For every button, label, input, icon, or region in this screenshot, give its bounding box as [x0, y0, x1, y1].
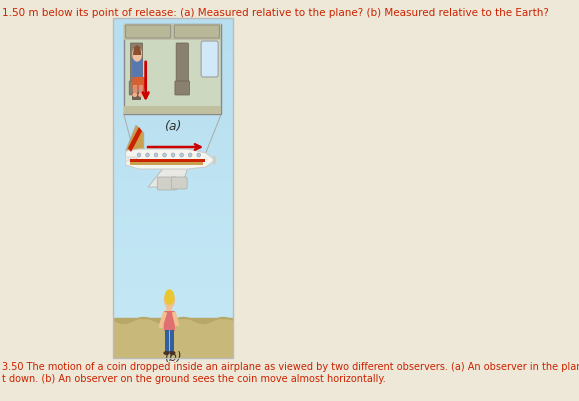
- Bar: [124, 24, 221, 114]
- Ellipse shape: [197, 153, 200, 157]
- Text: 3.50 The motion of a coin dropped inside an airplane as viewed by two different : 3.50 The motion of a coin dropped inside…: [2, 362, 579, 384]
- FancyBboxPatch shape: [164, 311, 175, 331]
- Bar: [113, 282, 233, 291]
- Bar: [113, 324, 233, 334]
- Bar: [113, 43, 233, 53]
- FancyBboxPatch shape: [130, 43, 142, 87]
- Bar: [113, 188, 233, 198]
- Bar: [113, 26, 233, 36]
- Bar: [113, 180, 233, 189]
- FancyBboxPatch shape: [132, 77, 146, 89]
- Bar: [113, 111, 233, 121]
- Ellipse shape: [132, 93, 137, 97]
- Bar: [113, 256, 233, 265]
- Bar: [113, 298, 233, 308]
- Bar: [113, 350, 233, 359]
- Bar: [170, 330, 174, 352]
- FancyBboxPatch shape: [126, 25, 171, 38]
- Ellipse shape: [163, 351, 170, 355]
- Polygon shape: [148, 168, 188, 187]
- Bar: [113, 18, 233, 28]
- Polygon shape: [126, 125, 144, 151]
- Bar: [113, 86, 233, 95]
- Bar: [113, 128, 233, 138]
- Bar: [113, 231, 233, 240]
- Bar: [113, 332, 233, 342]
- Ellipse shape: [163, 153, 166, 157]
- FancyBboxPatch shape: [129, 81, 144, 95]
- FancyBboxPatch shape: [174, 25, 219, 38]
- Polygon shape: [126, 157, 139, 161]
- Bar: [113, 61, 233, 70]
- FancyBboxPatch shape: [176, 43, 188, 87]
- Circle shape: [133, 47, 141, 61]
- Polygon shape: [130, 159, 205, 162]
- Text: (b): (b): [164, 351, 181, 364]
- Bar: [124, 24, 221, 40]
- Bar: [164, 330, 169, 352]
- Bar: [113, 95, 233, 104]
- Bar: [113, 137, 233, 146]
- Text: (a): (a): [164, 120, 181, 133]
- FancyBboxPatch shape: [171, 177, 187, 189]
- Ellipse shape: [180, 153, 184, 157]
- Ellipse shape: [146, 153, 149, 157]
- Bar: [113, 239, 233, 249]
- Bar: [113, 69, 233, 79]
- Bar: [113, 273, 233, 282]
- Bar: [113, 77, 233, 87]
- Ellipse shape: [137, 153, 141, 157]
- Bar: [113, 103, 233, 113]
- Bar: [113, 307, 233, 316]
- Bar: [113, 171, 233, 180]
- FancyBboxPatch shape: [175, 81, 189, 95]
- Bar: [113, 154, 233, 164]
- Bar: [113, 222, 233, 231]
- Bar: [124, 106, 221, 114]
- Ellipse shape: [154, 153, 158, 157]
- Text: 1.50 m below its point of release: (a) Measured relative to the plane? (b) Measu: 1.50 m below its point of release: (a) M…: [2, 8, 549, 18]
- Bar: [113, 120, 233, 130]
- FancyBboxPatch shape: [201, 41, 218, 77]
- Bar: [131, 92, 141, 100]
- Polygon shape: [126, 149, 215, 169]
- Bar: [113, 316, 233, 325]
- Bar: [113, 52, 233, 61]
- Bar: [113, 247, 233, 257]
- Bar: [113, 318, 233, 358]
- Circle shape: [164, 292, 174, 308]
- Circle shape: [165, 290, 174, 304]
- Polygon shape: [133, 45, 141, 55]
- Ellipse shape: [212, 155, 217, 165]
- Bar: [113, 290, 233, 300]
- Ellipse shape: [170, 351, 175, 355]
- Bar: [113, 213, 233, 223]
- Bar: [113, 196, 233, 206]
- Polygon shape: [130, 162, 203, 165]
- Bar: [113, 205, 233, 215]
- Ellipse shape: [188, 153, 192, 157]
- Bar: [113, 265, 233, 274]
- Bar: [113, 146, 233, 155]
- Polygon shape: [128, 127, 142, 152]
- Bar: [113, 162, 233, 172]
- Ellipse shape: [138, 93, 143, 97]
- FancyBboxPatch shape: [131, 59, 142, 81]
- Bar: [113, 341, 233, 350]
- Ellipse shape: [171, 153, 175, 157]
- FancyBboxPatch shape: [157, 177, 177, 190]
- Bar: [113, 35, 233, 45]
- Bar: [113, 18, 233, 358]
